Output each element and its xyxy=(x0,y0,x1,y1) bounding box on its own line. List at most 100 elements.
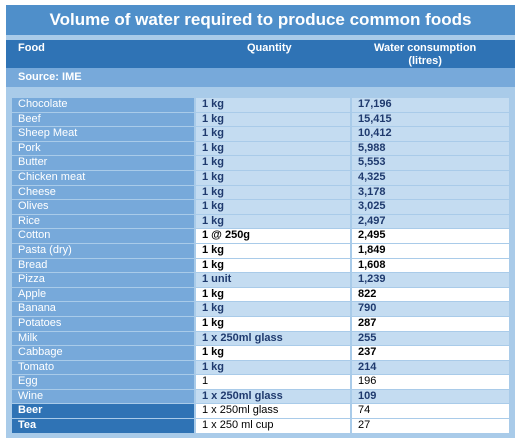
food-cell: Bread xyxy=(12,258,194,273)
water-cell: 3,178 xyxy=(352,185,509,200)
water-cell: 214 xyxy=(352,360,509,375)
food-cell: Pizza xyxy=(12,273,194,287)
table-body: Chocolate 1 kg 17,196 Beef 1 kg 15,415 S… xyxy=(6,98,515,434)
table-row: Pizza 1 unit 1,239 xyxy=(6,273,515,288)
table-row: Cotton 1 @ 250g 2,495 xyxy=(6,229,515,244)
food-cell: Cabbage xyxy=(12,346,194,360)
table-row: Wine 1 x 250ml glass 109 xyxy=(6,389,515,405)
quantity-cell: 1 kg xyxy=(196,141,350,156)
quantity-cell: 1 kg xyxy=(196,170,350,185)
food-cell: Pasta (dry) xyxy=(12,243,194,258)
food-cell: Potatoes xyxy=(12,316,194,331)
quantity-cell: 1 x 250ml glass xyxy=(196,331,350,346)
food-cell: Beer xyxy=(12,404,194,419)
table-row: Chocolate 1 kg 17,196 xyxy=(6,98,515,113)
table-row: Bread 1 kg 1,608 xyxy=(6,258,515,274)
header-quantity: Quantity xyxy=(247,42,292,54)
food-cell: Pork xyxy=(12,141,194,156)
table-row: Chicken meat 1 kg 4,325 xyxy=(6,170,515,186)
header-food: Food xyxy=(18,42,45,54)
quantity-cell: 1 kg xyxy=(196,98,350,112)
table-row: Olives 1 kg 3,025 xyxy=(6,200,515,215)
water-cell: 1,849 xyxy=(352,243,509,258)
quantity-cell: 1 kg xyxy=(196,156,350,170)
source-label: Source: IME xyxy=(18,71,82,83)
water-cell: 1,239 xyxy=(352,273,509,287)
water-cell: 822 xyxy=(352,287,509,302)
water-cell: 5,553 xyxy=(352,156,509,170)
water-cell: 17,196 xyxy=(352,98,509,112)
quantity-cell: 1 kg xyxy=(196,185,350,200)
water-cell: 4,325 xyxy=(352,170,509,185)
quantity-cell: 1 kg xyxy=(196,243,350,258)
food-cell: Cheese xyxy=(12,185,194,200)
water-cell: 5,988 xyxy=(352,141,509,156)
water-cell: 2,497 xyxy=(352,214,509,229)
food-cell: Apple xyxy=(12,287,194,302)
table-row: Cabbage 1 kg 237 xyxy=(6,346,515,361)
water-cell: 790 xyxy=(352,302,509,316)
food-cell: Egg xyxy=(12,375,194,389)
quantity-cell: 1 kg xyxy=(196,200,350,214)
table-row: Rice 1 kg 2,497 xyxy=(6,214,515,230)
food-cell: Tomato xyxy=(12,360,194,375)
food-cell: Rice xyxy=(12,214,194,229)
water-cell: 1,608 xyxy=(352,258,509,273)
food-cell: Chicken meat xyxy=(12,170,194,185)
header-water-consumption: Water consumption (litres) xyxy=(374,42,476,68)
water-cell: 237 xyxy=(352,346,509,360)
quantity-cell: 1 x 250ml glass xyxy=(196,404,350,419)
water-cell: 3,025 xyxy=(352,200,509,214)
water-cell: 287 xyxy=(352,316,509,331)
water-cell: 196 xyxy=(352,375,509,389)
table-row: Beer 1 x 250ml glass 74 xyxy=(6,404,515,419)
table-row: Cheese 1 kg 3,178 xyxy=(6,185,515,201)
water-cell: 74 xyxy=(352,404,509,419)
water-cell: 109 xyxy=(352,389,509,404)
table-row: Butter 1 kg 5,553 xyxy=(6,156,515,171)
header-water-line1: Water consumption xyxy=(374,42,477,54)
table-row: Potatoes 1 kg 287 xyxy=(6,316,515,332)
quantity-cell: 1 kg xyxy=(196,302,350,316)
food-cell: Cotton xyxy=(12,229,194,243)
water-cell: 27 xyxy=(352,419,509,433)
water-cell: 255 xyxy=(352,331,509,346)
food-cell: Chocolate xyxy=(12,98,194,112)
table-row: Pasta (dry) 1 kg 1,849 xyxy=(6,243,515,259)
table-row: Pork 1 kg 5,988 xyxy=(6,141,515,157)
table-row: Apple 1 kg 822 xyxy=(6,287,515,303)
water-cell: 10,412 xyxy=(352,127,509,141)
table-header: Food Quantity Water consumption (litres) xyxy=(6,40,515,68)
table-row: Beef 1 kg 15,415 xyxy=(6,112,515,128)
food-cell: Wine xyxy=(12,389,194,404)
water-cell: 15,415 xyxy=(352,112,509,127)
quantity-cell: 1 kg xyxy=(196,127,350,141)
header-water-line2: (litres) xyxy=(408,55,442,67)
food-cell: Tea xyxy=(12,419,194,433)
water-cell: 2,495 xyxy=(352,229,509,243)
page-title: Volume of water required to produce comm… xyxy=(6,5,515,35)
quantity-cell: 1 xyxy=(196,375,350,389)
table-row: Milk 1 x 250ml glass 255 xyxy=(6,331,515,347)
quantity-cell: 1 kg xyxy=(196,214,350,229)
quantity-cell: 1 @ 250g xyxy=(196,229,350,243)
quantity-cell: 1 kg xyxy=(196,258,350,273)
quantity-cell: 1 kg xyxy=(196,346,350,360)
table-row: Tea 1 x 250 ml cup 27 xyxy=(6,419,515,434)
source-row: Source: IME xyxy=(6,68,515,87)
quantity-cell: 1 x 250ml glass xyxy=(196,389,350,404)
table-row: Sheep Meat 1 kg 10,412 xyxy=(6,127,515,142)
table-row: Tomato 1 kg 214 xyxy=(6,360,515,376)
table-row: Egg 1 196 xyxy=(6,375,515,390)
food-cell: Sheep Meat xyxy=(12,127,194,141)
quantity-cell: 1 x 250 ml cup xyxy=(196,419,350,433)
quantity-cell: 1 unit xyxy=(196,273,350,287)
quantity-cell: 1 kg xyxy=(196,112,350,127)
food-cell: Olives xyxy=(12,200,194,214)
quantity-cell: 1 kg xyxy=(196,316,350,331)
food-cell: Milk xyxy=(12,331,194,346)
quantity-cell: 1 kg xyxy=(196,360,350,375)
food-cell: Banana xyxy=(12,302,194,316)
quantity-cell: 1 kg xyxy=(196,287,350,302)
